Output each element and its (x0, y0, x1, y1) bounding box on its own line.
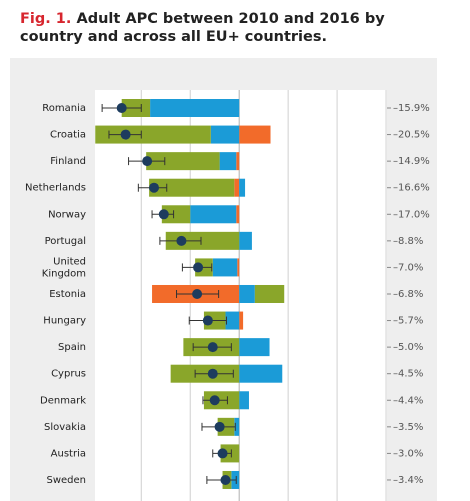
point (193, 262, 204, 273)
bar-segment (236, 205, 240, 224)
bar-segment (234, 417, 240, 436)
bar-segment (236, 152, 240, 171)
bar-segment (239, 284, 255, 303)
category-label: Portugal (45, 236, 86, 247)
point (209, 395, 220, 406)
bar-segment (161, 205, 191, 224)
bar-segment (239, 178, 246, 197)
category-label: Romania (42, 103, 86, 114)
total-label: –20.5% (393, 130, 430, 141)
figure-label: Fig. 1. (20, 11, 72, 27)
total-label: –3.4% (393, 475, 423, 486)
bar-segment (239, 364, 283, 383)
bar-segment (150, 99, 240, 117)
total-label: –5.0% (393, 342, 423, 353)
total-label: –4.4% (393, 395, 423, 406)
bar-segment (149, 178, 235, 197)
point (220, 474, 231, 485)
category-label: Finland (50, 156, 86, 167)
bar-segment (146, 152, 220, 171)
category-label: Austria (51, 448, 86, 459)
bar-segment (165, 231, 240, 250)
bar-segment (239, 125, 271, 144)
bar-segment (210, 125, 240, 144)
point (158, 209, 169, 220)
category-label: Norway (48, 209, 86, 220)
point (214, 421, 225, 432)
total-label: –5.7% (393, 316, 423, 327)
bar-segment (239, 338, 270, 357)
point (192, 288, 203, 299)
category-label: Denmark (40, 395, 86, 406)
bar-segment (212, 258, 238, 277)
total-label: –17.0% (393, 209, 430, 220)
point (116, 103, 127, 113)
total-label: –6.8% (393, 289, 423, 300)
total-label: –4.5% (393, 369, 423, 380)
category-label: United Kingdom (42, 256, 86, 279)
category-label: Netherlands (25, 183, 86, 194)
total-label: –7.0% (393, 262, 423, 273)
bar-segment (239, 391, 249, 410)
category-label: Slovakia (44, 422, 86, 433)
chart-title: Adult APC between 2010 and 2016 by count… (20, 11, 385, 45)
point (207, 368, 218, 379)
point (202, 315, 213, 326)
category-label: Estonia (49, 289, 86, 300)
total-label: –8.8% (393, 236, 423, 247)
total-label: –15.9% (393, 103, 430, 114)
point (176, 235, 187, 246)
category-label: Sweden (46, 475, 86, 486)
point (217, 448, 228, 459)
total-label: –3.5% (393, 422, 423, 433)
title-block: Fig. 1. Adult APC between 2010 and 2016 … (20, 10, 440, 46)
category-label: Croatia (50, 130, 86, 141)
bar-segment (239, 231, 252, 250)
bar-segment (225, 311, 240, 330)
category-label: Cyprus (51, 369, 86, 380)
total-label: –14.9% (393, 156, 430, 167)
total-label: –3.0% (393, 448, 423, 459)
total-label: –16.6% (393, 183, 430, 194)
bar-segment (190, 205, 237, 224)
point (149, 182, 160, 193)
bar-segment (239, 311, 244, 330)
bar-segment (254, 284, 285, 303)
bar-segment (219, 152, 237, 171)
bar-segment (234, 178, 240, 197)
category-label: Spain (58, 342, 86, 353)
bar-segment (237, 258, 240, 277)
point (142, 156, 153, 167)
point (207, 342, 218, 353)
category-label: Hungary (43, 316, 86, 327)
point (120, 129, 131, 140)
